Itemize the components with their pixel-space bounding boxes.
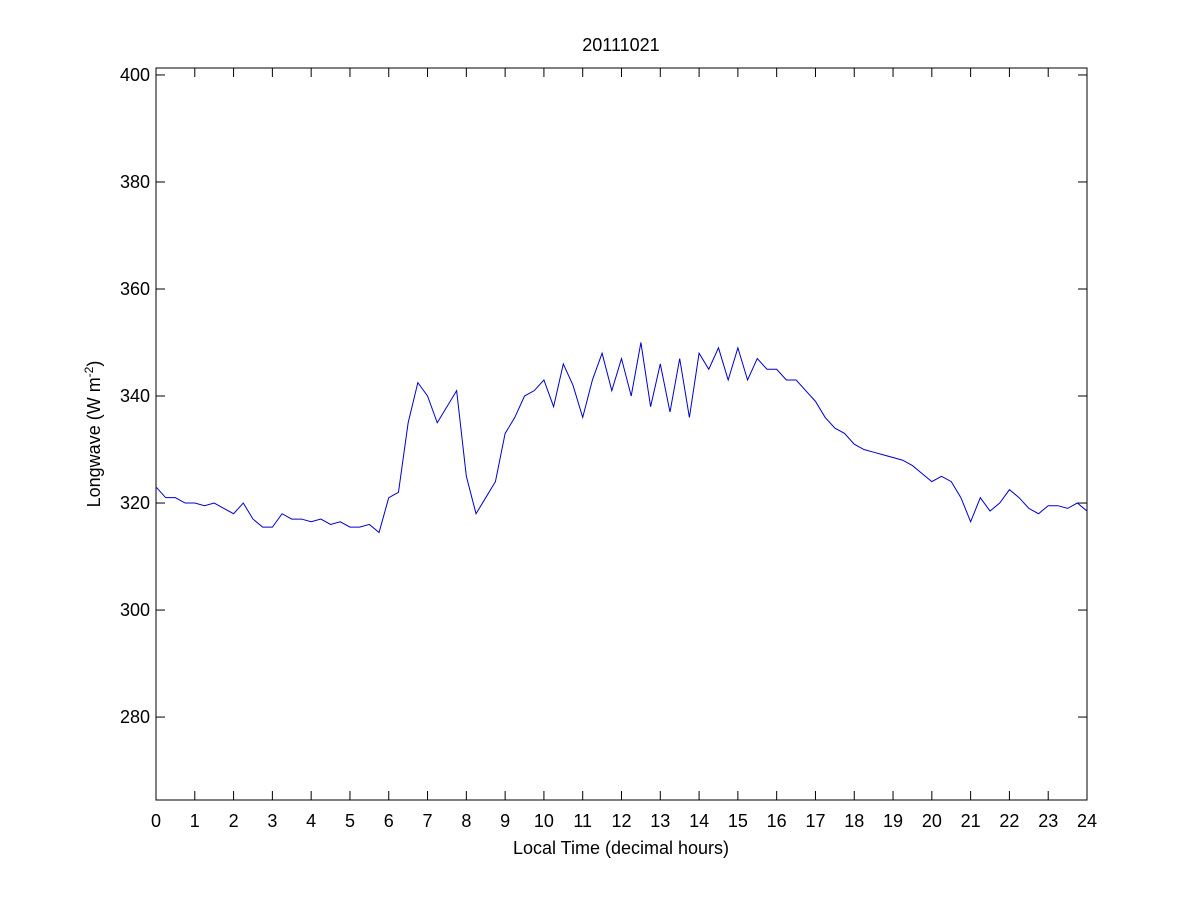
x-tick-label: 13 [650,811,670,831]
x-tick-label: 23 [1038,811,1058,831]
x-tick-label: 20 [922,811,942,831]
x-tick-label: 22 [999,811,1019,831]
x-tick-label: 24 [1077,811,1097,831]
x-tick-label: 14 [689,811,709,831]
x-tick-label: 17 [805,811,825,831]
x-tick-label: 16 [767,811,787,831]
x-tick-label: 2 [229,811,239,831]
y-axis-label: Longwave (W m-2) [82,361,104,508]
x-tick-label: 1 [190,811,200,831]
x-tick-label: 7 [423,811,433,831]
y-tick-label: 380 [120,172,150,192]
x-tick-label: 19 [883,811,903,831]
x-tick-label: 5 [345,811,355,831]
x-axis-label: Local Time (decimal hours) [513,838,729,858]
x-tick-label: 15 [728,811,748,831]
y-tick-label: 300 [120,600,150,620]
y-label-text: Longwave (W m [84,377,104,507]
data-line [155,342,1088,534]
y-tick-label: 320 [120,493,150,513]
y-tick-label: 280 [120,707,150,727]
x-tick-label: 10 [534,811,554,831]
y-tick-label: 400 [120,65,150,85]
y-label-superscript: -2 [82,366,96,377]
x-tick-label: 21 [961,811,981,831]
x-tick-label: 6 [384,811,394,831]
x-tick-label: 18 [844,811,864,831]
y-tick-label: 360 [120,279,150,299]
x-tick-label: 3 [267,811,277,831]
chart-title: 20111021 [582,35,659,55]
y-tick-label: 340 [120,386,150,406]
x-tick-label: 0 [151,811,161,831]
x-tick-label: 11 [573,811,592,831]
x-tick-label: 4 [306,811,316,831]
x-tick-label: 12 [611,811,631,831]
x-tick-label: 9 [500,811,510,831]
plot-area [155,67,1088,801]
y-label-suffix: ) [84,361,104,367]
x-tick-label: 8 [461,811,471,831]
